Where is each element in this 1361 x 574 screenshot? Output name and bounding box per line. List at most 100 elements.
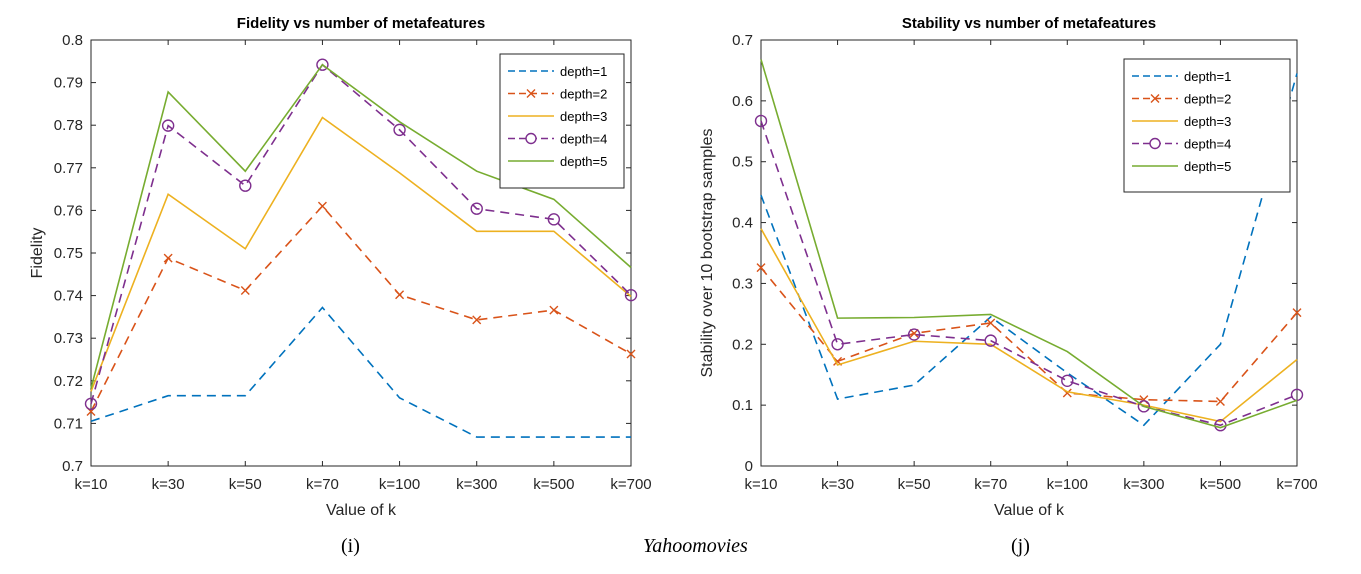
y-tick-label: 0.4: [732, 215, 753, 232]
point-depth=4: [754, 114, 768, 128]
chart-title: Fidelity vs number of metafeatures: [237, 15, 485, 32]
x-tick-label: k=500: [533, 476, 574, 493]
legend-label: depth=2: [1184, 92, 1231, 107]
y-axis-label: Stability over 10 bootstrap samples: [699, 128, 716, 377]
caption-dataset: Yahoomovies: [643, 535, 748, 557]
x-tick-label: k=700: [610, 476, 651, 493]
y-tick-label: 0.73: [54, 330, 83, 347]
y-tick-label: 0.7: [732, 32, 753, 49]
x-tick-label: k=10: [75, 476, 108, 493]
legend-marker: [1149, 137, 1161, 150]
y-tick-label: 0: [745, 458, 753, 475]
y-tick-label: 0.75: [54, 245, 83, 262]
point-depth=2: [986, 318, 996, 328]
x-tick-label: k=30: [821, 476, 854, 493]
y-tick-label: 0.2: [732, 336, 753, 353]
legend-marker: [526, 89, 536, 98]
point-depth=2: [240, 285, 250, 295]
legend-label: depth=4: [1184, 137, 1231, 152]
x-axis-label: Value of k: [994, 502, 1065, 519]
x-tick-label: k=500: [1200, 476, 1241, 493]
legend-label: depth=5: [560, 154, 607, 169]
y-tick-label: 0.78: [54, 117, 83, 134]
point-depth=4: [547, 213, 561, 226]
y-tick-label: 0.79: [54, 75, 83, 92]
x-tick-label: k=300: [1123, 476, 1164, 493]
y-tick-label: 0.72: [54, 373, 83, 390]
legend-marker: [525, 132, 537, 145]
legend-box: [499, 53, 625, 189]
x-tick-label: k=50: [229, 476, 262, 493]
x-axis-label: Value of k: [326, 502, 397, 519]
point-depth=2: [1215, 396, 1225, 406]
point-depth=4: [1061, 374, 1074, 387]
legend: depth=1 depth=2 depth=3 depth=4 depth=5: [1123, 58, 1291, 193]
y-tick-label: 0.76: [54, 202, 83, 219]
y-tick-label: 0.3: [732, 275, 753, 292]
point-depth=4: [316, 58, 329, 71]
legend-label: depth=1: [560, 64, 607, 79]
chart-2: k=10 k=30 k=50 k=70 k=100 k=300 k=500 k=700 0 0.1…: [699, 15, 1318, 519]
point-depth=4: [84, 397, 98, 411]
series-line-depth=2: [90, 204, 632, 412]
x-tick-label: k=100: [1047, 476, 1088, 493]
point-depth=2: [163, 253, 173, 263]
series-line-depth=5: [90, 63, 632, 389]
y-tick-label: 0.5: [732, 154, 753, 171]
point-depth=4: [393, 123, 406, 137]
point-depth=4: [239, 179, 252, 192]
point-depth=2: [1292, 308, 1302, 318]
x-tick-label: k=700: [1276, 476, 1317, 493]
series-line-depth=5: [760, 59, 1298, 429]
series-line-depth=2: [760, 267, 1298, 403]
y-tick-label: 0.7: [62, 458, 83, 475]
series-line-depth=3: [760, 228, 1298, 423]
point-depth=2: [317, 201, 327, 211]
legend-label: depth=4: [560, 132, 607, 147]
point-depth=4: [161, 119, 175, 132]
legend: depth=1 depth=2 depth=3 depth=4 depth=5: [499, 53, 625, 189]
caption-left-label: (i): [341, 535, 360, 557]
point-depth=2: [549, 305, 559, 315]
y-tick-label: 0.8: [62, 32, 83, 49]
caption-right-label: (j): [1011, 535, 1030, 557]
point-depth=2: [395, 290, 405, 300]
series-line-depth=1: [90, 306, 631, 438]
y-tick-label: 0.1: [732, 397, 753, 414]
x-tick-label: k=50: [898, 476, 931, 493]
chart-1: k=10 k=30 k=50 k=70 k=100 k=300 k=500 k=700 0.7 0…: [29, 15, 652, 519]
point-depth=4: [907, 328, 921, 341]
y-tick-label: 0.77: [54, 160, 83, 177]
x-tick-label: k=70: [974, 476, 1007, 493]
legend-box: [1123, 58, 1291, 193]
point-depth=4: [470, 202, 483, 215]
y-tick-label: 0.6: [732, 93, 753, 110]
point-depth=2: [756, 263, 766, 273]
legend-label: depth=2: [560, 87, 607, 102]
point-depth=2: [626, 349, 636, 359]
point-depth=2: [472, 315, 482, 325]
legend-label: depth=1: [1184, 69, 1231, 84]
x-tick-label: k=30: [152, 476, 185, 493]
chart-title: Stability vs number of metafeatures: [902, 15, 1156, 32]
legend-marker: [1150, 94, 1160, 103]
legend-label: depth=3: [1184, 114, 1231, 129]
series-line-depth=1: [760, 73, 1298, 427]
point-depth=4: [1137, 400, 1151, 413]
series-line-depth=4: [90, 63, 632, 405]
y-axis-label: Fidelity: [29, 228, 46, 279]
point-depth=2: [909, 328, 919, 338]
y-tick-label: 0.74: [54, 288, 83, 305]
series-line-depth=4: [760, 120, 1298, 427]
legend-label: depth=5: [1184, 159, 1231, 174]
y-tick-label: 0.71: [54, 415, 83, 432]
series-line-depth=3: [90, 116, 632, 392]
x-tick-label: k=100: [379, 476, 420, 493]
x-tick-label: k=10: [745, 476, 778, 493]
point-depth=4: [984, 334, 997, 347]
x-tick-label: k=300: [456, 476, 497, 493]
point-depth=4: [624, 288, 638, 302]
x-tick-label: k=70: [306, 476, 339, 493]
point-depth=4: [831, 338, 844, 351]
